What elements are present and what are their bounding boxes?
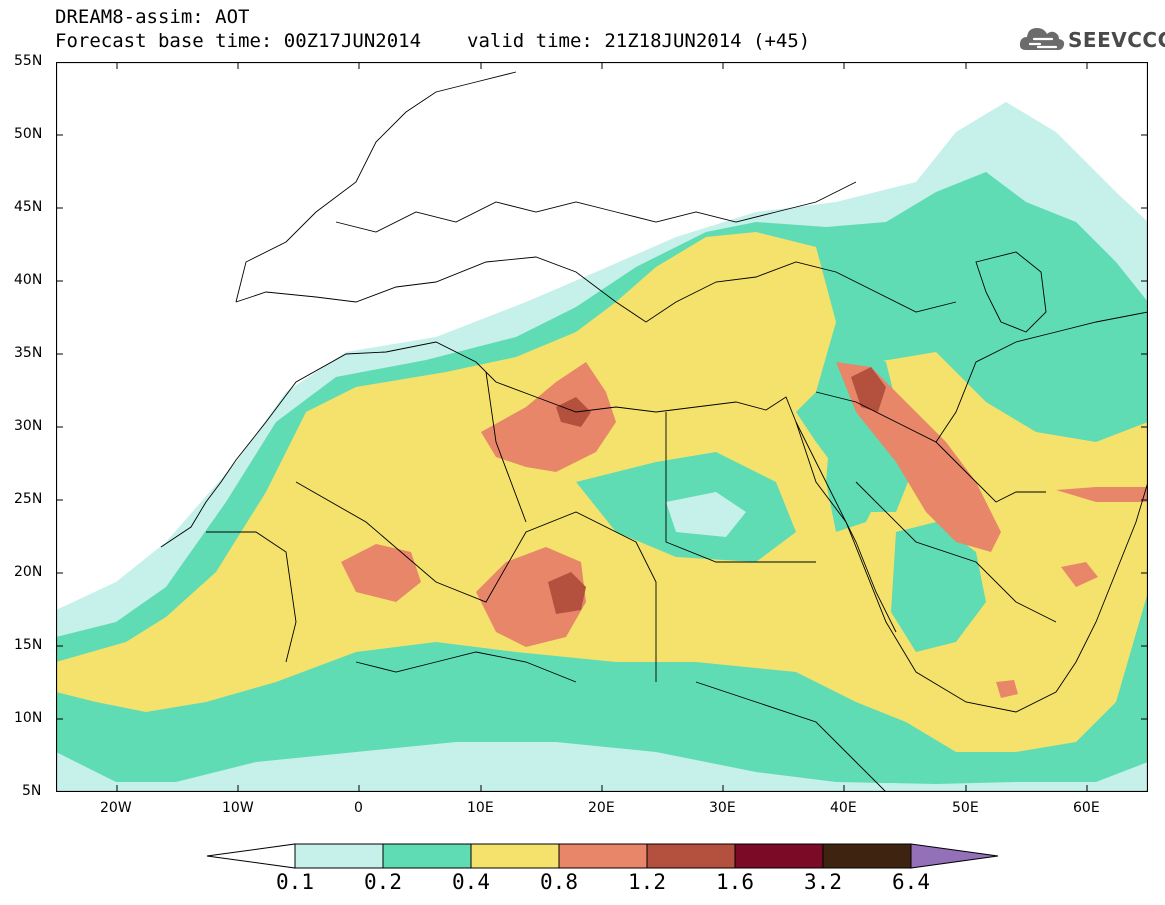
lon-label-10w: 10W xyxy=(222,800,254,816)
borders-east-africa xyxy=(695,681,887,792)
coastline-red-sea xyxy=(795,421,897,633)
contour-0.1-inner xyxy=(666,492,746,537)
lon-label-60e: 60E xyxy=(1073,800,1100,816)
borders-arabia xyxy=(855,481,1057,623)
contour-0.8-west xyxy=(341,544,421,602)
legend-swatch-3.2 xyxy=(822,843,912,869)
borders-africa-3 xyxy=(665,412,816,563)
legend-label-1.6: 1.6 xyxy=(716,870,754,894)
lat-ticks xyxy=(56,62,1148,792)
lat-label-15n: 15N xyxy=(14,637,43,653)
lat-label-25n: 25N xyxy=(14,491,43,507)
aot-map xyxy=(56,62,1148,792)
contour-1.2-center xyxy=(548,572,586,614)
contour-0.8-oman xyxy=(1061,562,1098,587)
legend-label-0.1: 0.1 xyxy=(276,870,314,894)
lat-label-30n: 30N xyxy=(14,418,43,434)
legend-label-6.4: 6.4 xyxy=(892,870,930,894)
coastline-caspian xyxy=(975,251,1047,333)
seevccc-logo: SEEVCCC xyxy=(1018,22,1165,58)
aot-contours xyxy=(56,102,1148,792)
borders-africa-4 xyxy=(206,531,297,663)
lat-label-55n: 55N xyxy=(14,53,43,69)
legend-swatch-0.8 xyxy=(558,843,648,869)
lon-label-0: 0 xyxy=(354,800,363,816)
coastline-europe-atlantic xyxy=(235,71,517,303)
cloud-logo-icon xyxy=(1019,28,1065,50)
base-time: Forecast base time: 00Z17JUN2014 xyxy=(55,30,422,52)
coastline-mediterranean-north xyxy=(235,256,957,323)
borders-africa-2 xyxy=(485,371,527,523)
lat-label-20n: 20N xyxy=(14,564,43,580)
lat-label-50n: 50N xyxy=(14,126,43,142)
lon-label-50e: 50E xyxy=(952,800,979,816)
map-title: DREAM8-assim: AOT xyxy=(55,6,250,28)
lat-label-10n: 10N xyxy=(14,710,43,726)
valid-time: valid time: 21Z18JUN2014 (+45) xyxy=(467,30,811,52)
lat-label-5n: 5N xyxy=(22,783,42,799)
lat-label-40n: 40N xyxy=(14,272,43,288)
legend-swatch-0.1 xyxy=(294,843,384,869)
coastline-gulf xyxy=(935,441,1046,503)
borders-europe xyxy=(335,181,857,233)
legend-label-3.2: 3.2 xyxy=(804,870,842,894)
legend-label-1.2: 1.2 xyxy=(628,870,666,894)
lat-label-45n: 45N xyxy=(14,199,43,215)
borders-middle-east xyxy=(815,311,1148,443)
color-legend xyxy=(206,843,999,869)
lon-label-20w: 20W xyxy=(100,800,132,816)
contour-0.8-east xyxy=(1056,487,1148,502)
contour-0.8-spot xyxy=(996,680,1018,698)
legend-low-arrow xyxy=(206,843,296,869)
legend-label-0.4: 0.4 xyxy=(452,870,490,894)
contour-0.2-cluster xyxy=(891,522,986,652)
logo-text: SEEVCCC xyxy=(1068,28,1165,52)
coastline-africa xyxy=(160,341,1148,713)
borders-africa-5 xyxy=(355,651,577,683)
lon-label-30e: 30E xyxy=(709,800,736,816)
legend-high-arrow xyxy=(910,843,999,869)
legend-label-0.8: 0.8 xyxy=(540,870,578,894)
legend-label-0.2: 0.2 xyxy=(364,870,402,894)
contour-1.2-iraq xyxy=(851,367,886,412)
lon-label-10e: 10E xyxy=(467,800,494,816)
contour-1.2-north xyxy=(556,397,591,427)
lat-label-35n: 35N xyxy=(14,345,43,361)
contour-0.8-north xyxy=(481,362,616,472)
legend-swatch-1.2 xyxy=(646,843,736,869)
time-line: Forecast base time: 00Z17JUN2014 valid ti… xyxy=(55,30,810,52)
lon-label-20e: 20E xyxy=(588,800,615,816)
coastlines-borders xyxy=(160,71,1148,792)
legend-swatch-0.4 xyxy=(470,843,560,869)
borders-africa-1 xyxy=(295,481,657,682)
lon-label-40e: 40E xyxy=(830,800,857,816)
lon-ticks xyxy=(116,62,1088,792)
legend-swatch-0.2 xyxy=(382,843,472,869)
legend-swatch-1.6 xyxy=(734,843,824,869)
